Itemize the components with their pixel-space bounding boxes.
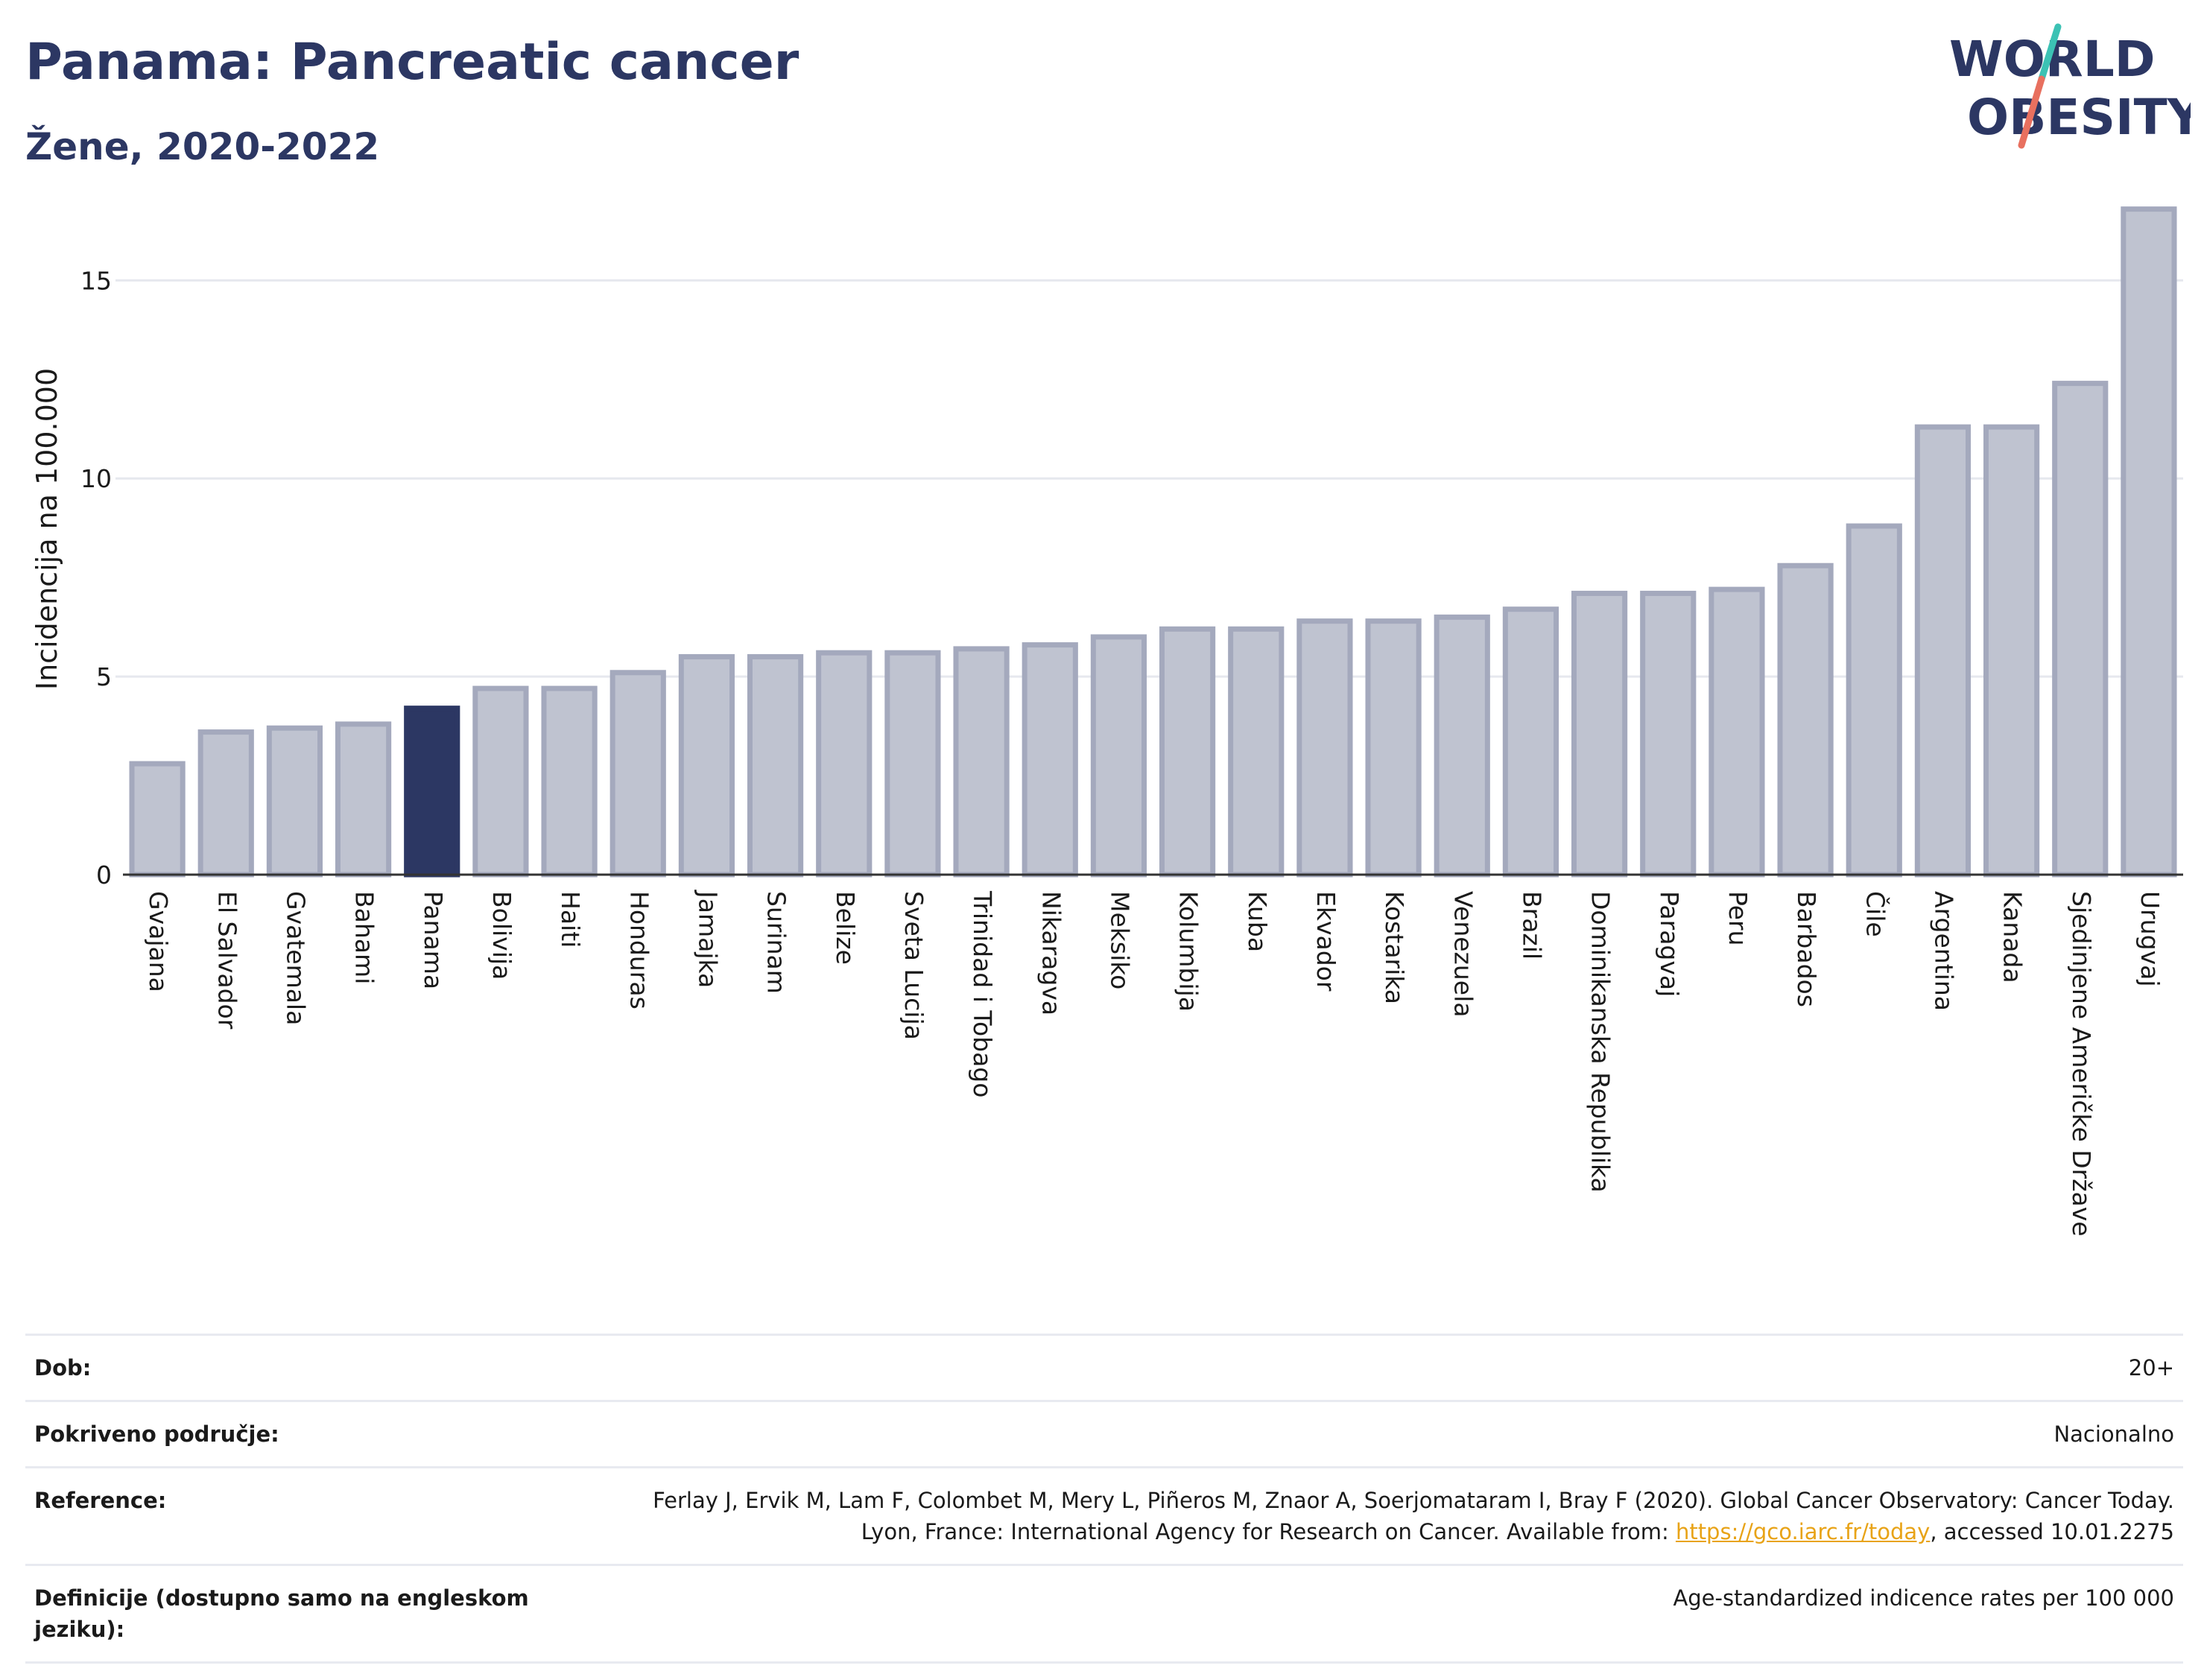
bar-nikaragva: [1022, 642, 1078, 878]
info-value-reference: Ferlay J, Ervik M, Lam F, Colombet M, Me…: [609, 1485, 2174, 1547]
x-tick-label: Belize: [831, 891, 860, 965]
y-tick-label: 15: [80, 266, 112, 295]
bar-chart: 0 5 10 15 Gvajana El Salvador Gvatemala Bahami P…: [31, 206, 2183, 1237]
x-tick-label: Venezuela: [1448, 891, 1478, 1017]
bar-layer: [129, 206, 2177, 878]
label-layer: 0 5 10 15 Gvajana El Salvador Gvatemala Bahami P…: [80, 266, 2165, 1236]
info-row-coverage: Pokriveno područje: Nacionalno: [25, 1400, 2183, 1466]
x-tick-label: Surinam: [762, 891, 791, 994]
info-key-definitions: Definicije (dostupno samo na engleskom j…: [34, 1585, 529, 1642]
info-value-coverage: Nacionalno: [2053, 1421, 2174, 1447]
bar-meksiko: [1090, 634, 1147, 878]
x-tick-label: Bahami: [350, 891, 379, 984]
x-tick-label: El Salvador: [212, 891, 241, 1030]
logo-text-obesity: OBESITY: [1967, 89, 2191, 146]
x-tick-label: Čile: [1861, 891, 1890, 937]
logo-slash-top: [2038, 23, 2062, 83]
x-tick-label: Honduras: [624, 891, 653, 1009]
x-tick-label: Kanada: [1998, 891, 2027, 983]
info-row-definitions: Definicije (dostupno samo na engleskom j…: [25, 1564, 2183, 1664]
x-tick-label: Gvajana: [144, 891, 173, 992]
bar-paragvaj: [1640, 590, 1697, 878]
x-tick-label: Kostarika: [1380, 891, 1409, 1004]
info-row-age: Dob: 20+: [25, 1334, 2183, 1400]
x-tick-label: Kolumbija: [1174, 891, 1203, 1012]
bar-el-salvador: [197, 729, 254, 878]
bar-jamajka: [678, 654, 735, 878]
x-tick-label: Meksiko: [1105, 891, 1134, 989]
bar-belize: [816, 650, 873, 878]
bar-kanada: [1983, 424, 2040, 878]
x-tick-label: Trinidad i Tobago: [968, 890, 997, 1097]
bar-bahami: [335, 721, 392, 878]
bar-peru: [1709, 586, 1765, 878]
reference-text: Ferlay J, Ervik M, Lam F, Colombet M, Me…: [653, 1488, 2174, 1544]
y-axis-label: Incidencija na 100.000: [31, 368, 63, 690]
bar-čile: [1846, 523, 1902, 878]
info-value-definitions: Age-standardized indicence rates per 100…: [1673, 1585, 2174, 1611]
y-tick-label: 0: [96, 860, 112, 890]
bar-trinidad-i-tobago: [953, 646, 1010, 878]
bar-bolivija: [472, 685, 529, 878]
bar-urugvaj: [2121, 206, 2177, 878]
x-tick-label: Gvatemala: [281, 891, 310, 1025]
bar-venezuela: [1434, 614, 1490, 878]
logo-slash-bottom: [2018, 75, 2045, 149]
x-tick-label: Sjedinjene Američke Države: [2067, 891, 2096, 1237]
reference-accessed: , accessed 10.01.2275: [1930, 1519, 2174, 1544]
x-tick-label: Barbados: [1792, 891, 1821, 1007]
bar-dominikanska-republika: [1571, 590, 1628, 878]
info-key-reference: Reference:: [34, 1488, 167, 1513]
x-tick-label: Bolivija: [487, 891, 516, 980]
x-tick-label: Jamajka: [693, 890, 722, 988]
x-tick-label: Ekvador: [1311, 891, 1340, 992]
chart-subtitle: Žene, 2020-2022: [25, 125, 380, 168]
chart-title: Panama: Pancreatic cancer: [25, 33, 799, 92]
bar-haiti: [541, 685, 598, 878]
bar-kuba: [1228, 626, 1285, 878]
x-tick-label: Haiti: [556, 891, 585, 948]
bar-kolumbija: [1159, 626, 1216, 878]
bar-ekvador: [1296, 618, 1353, 878]
x-tick-label: Urugvaj: [2135, 891, 2165, 987]
world-obesity-logo: WORLD OBESITY: [1949, 23, 2191, 149]
info-key-age: Dob:: [34, 1355, 92, 1381]
bar-gvajana: [129, 761, 186, 878]
x-tick-label: Brazil: [1517, 891, 1546, 960]
x-tick-label: Peru: [1723, 891, 1752, 946]
x-tick-label: Argentina: [1929, 891, 1958, 1011]
bar-sjedinjene-američke-države: [2052, 381, 2109, 878]
bar-honduras: [609, 670, 666, 878]
bar-gvatemala: [266, 725, 323, 878]
x-tick-label: Sveta Lucija: [899, 891, 928, 1040]
bar-surinam: [747, 654, 804, 878]
x-tick-label: Nikaragva: [1036, 891, 1065, 1015]
info-row-reference: Reference: Ferlay J, Ervik M, Lam F, Col…: [25, 1466, 2183, 1564]
y-tick-label: 5: [96, 662, 112, 691]
bar-panama: [404, 706, 460, 878]
bar-sveta-lucija: [884, 650, 941, 878]
x-tick-label: Panama: [419, 891, 448, 989]
bar-brazil: [1502, 606, 1559, 878]
x-tick-label: Paragvaj: [1655, 891, 1684, 997]
reference-link[interactable]: https://gco.iarc.fr/today: [1675, 1519, 1931, 1544]
bar-argentina: [1914, 424, 1972, 878]
info-value-age: 20+: [2128, 1355, 2174, 1381]
bar-kostarika: [1365, 618, 1422, 878]
info-key-coverage: Pokriveno područje:: [34, 1421, 279, 1447]
bar-barbados: [1777, 562, 1834, 878]
y-tick-label: 10: [80, 464, 112, 493]
grid-layer: [115, 279, 2183, 678]
x-tick-label: Kuba: [1243, 891, 1272, 952]
info-table: Dob: 20+ Pokriveno područje: Nacionalno …: [25, 1334, 2183, 1664]
x-tick-label: Dominikanska Republika: [1586, 891, 1615, 1193]
